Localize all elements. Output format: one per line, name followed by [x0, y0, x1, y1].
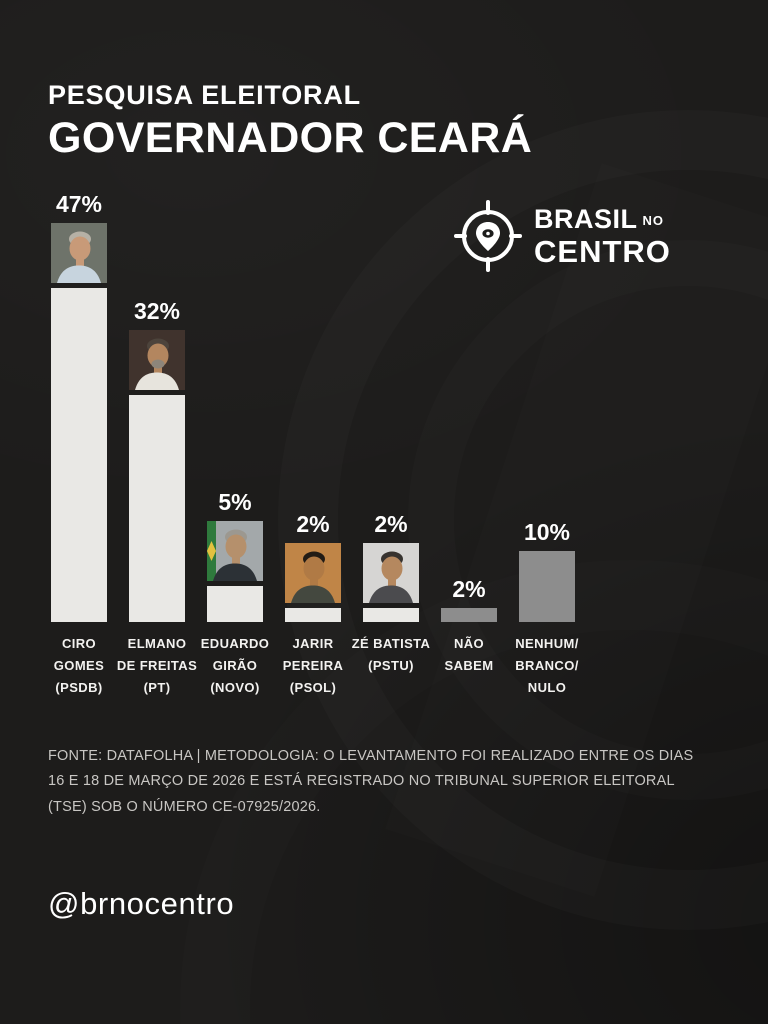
methodology-footnote: FONTE: DATAFOLHA | METODOLOGIA: O LEVANT… — [48, 748, 694, 815]
bar-rect — [51, 288, 107, 622]
bar-column-ze-batista: 2% ZÉ BATISTA (PSTU) — [352, 510, 430, 673]
bar-column-elmano-de-freitas: 32% ELMANO DE FREITAS (PT) — [117, 297, 197, 695]
bar-rect — [519, 551, 575, 622]
candidate-photo — [207, 521, 263, 581]
bar-rect — [207, 586, 263, 622]
portrait-illustration — [207, 521, 263, 581]
bar-rect — [285, 608, 341, 622]
brand-line-1: BRASIL NO — [534, 203, 671, 234]
bar-column-jarir-pereira: 2% JARIR PEREIRA (PSOL) — [283, 510, 343, 695]
page-title: GOVERNADOR CEARÁ — [48, 114, 533, 162]
bar-value-label: 2% — [296, 510, 330, 537]
bar-value-label: 10% — [523, 518, 571, 545]
candidate-photo — [285, 543, 341, 603]
bar-value-label: 5% — [218, 488, 252, 515]
portrait-illustration — [129, 330, 185, 390]
bar-column-nenhum-branco-nulo: 10% NENHUM/ BRANCO/ NULO — [515, 518, 578, 695]
portrait-illustration — [363, 543, 419, 603]
bar-value-label: 47% — [55, 190, 103, 217]
bar-category-label: JARIR PEREIRA (PSOL) — [282, 636, 344, 696]
bar-category-label: ZÉ BATISTA (PSTU) — [351, 636, 431, 674]
bar-column-eduardo-girao: 5% EDUARDO GIRÃO (NOVO) — [201, 488, 269, 695]
bar-rect — [441, 608, 497, 622]
bar-category-label: ELMANO DE FREITAS (PT) — [116, 636, 198, 696]
poll-bar-chart: 47% CIRO GOMES (PSDB) 32% — [51, 180, 578, 695]
bar-category-label: NÃO SABEM — [444, 636, 494, 674]
crosshair-map-pin-icon — [452, 198, 524, 274]
brand-logo: BRASIL NO CENTRO — [452, 198, 671, 274]
bar-column-ciro-gomes: 47% CIRO GOMES (PSDB) — [51, 190, 107, 695]
bar-rect — [363, 608, 419, 622]
candidate-photo — [363, 543, 419, 603]
social-handle: @brnocentro — [48, 886, 235, 921]
bar-category-label: NENHUM/ BRANCO/ NULO — [515, 636, 579, 696]
candidate-photo — [129, 330, 185, 390]
brand-name-small: NO — [642, 212, 664, 228]
brand-wordmark: BRASIL NO CENTRO — [534, 203, 671, 269]
brand-line-2: CENTRO — [534, 233, 671, 269]
bar-value-label: 32% — [133, 297, 181, 324]
bar-value-label: 2% — [374, 510, 408, 537]
bar-column-nao-sabem: 2% NÃO SABEM — [441, 575, 497, 673]
portrait-illustration — [51, 223, 107, 283]
bar-rect — [129, 395, 185, 622]
bar-category-label: EDUARDO GIRÃO (NOVO) — [200, 636, 270, 696]
bar-category-label: CIRO GOMES (PSDB) — [53, 636, 105, 696]
candidate-photo — [51, 223, 107, 283]
portrait-illustration — [285, 543, 341, 603]
flag-accent — [207, 521, 216, 581]
bar-value-label: 2% — [452, 575, 486, 602]
page-eyebrow: PESQUISA ELEITORAL — [48, 80, 361, 110]
brand-name-top: BRASIL — [534, 203, 638, 234]
